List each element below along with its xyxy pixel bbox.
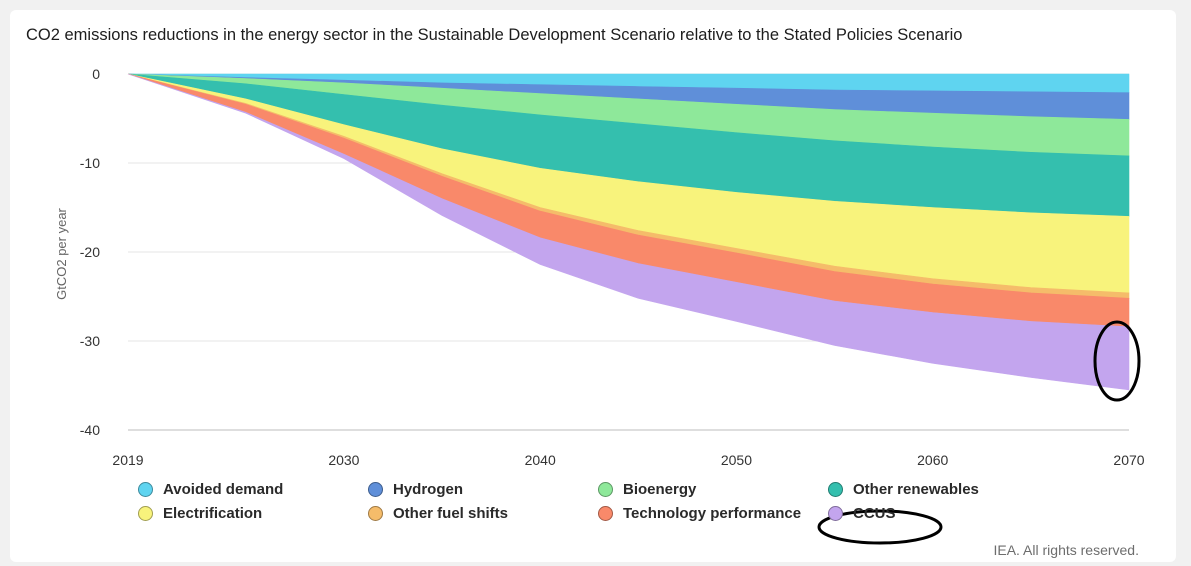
legend-swatch: [828, 505, 843, 521]
legend-label: Other renewables: [853, 480, 979, 498]
legend-item-ccus[interactable]: CCUS: [828, 502, 896, 524]
legend-item-bioenergy[interactable]: Bioenergy: [598, 478, 696, 500]
y-tick-label: -40: [80, 422, 100, 438]
highlight-circle-ccus-legend: [817, 509, 943, 545]
credits: IEA. All rights reserved.: [993, 542, 1139, 558]
legend-swatch: [598, 505, 613, 521]
y-tick-label: -30: [80, 333, 100, 349]
legend-swatch: [828, 481, 843, 497]
x-tick-label: 2050: [721, 452, 752, 468]
x-axis-ticks: 2019 2030 2040 2050 2060 2070: [112, 452, 1144, 468]
legend-label: Electrification: [163, 504, 263, 522]
legend-label: Hydrogen: [393, 480, 464, 498]
legend-swatch: [138, 481, 153, 497]
y-axis-label: GtCO2 per year: [54, 207, 69, 299]
legend-swatch: [368, 505, 383, 521]
legend-swatch: [138, 505, 153, 521]
x-tick-label: 2030: [328, 452, 359, 468]
legend-item-technology-performance[interactable]: Technology performance: [598, 502, 801, 524]
y-axis-ticks: 0 -10 -20 -30 -40: [80, 66, 100, 438]
legend-item-other-fuel-shifts[interactable]: Other fuel shifts: [368, 502, 508, 524]
legend-label: Other fuel shifts: [393, 504, 509, 522]
legend-label: Technology performance: [623, 504, 802, 522]
legend-label: Avoided demand: [163, 480, 284, 498]
chart-title: CO2 emissions reductions in the energy s…: [26, 26, 963, 44]
legend-item-avoided-demand[interactable]: Avoided demand: [138, 478, 283, 500]
legend-swatch: [368, 481, 383, 497]
legend-swatch: [598, 481, 613, 497]
y-tick-label: 0: [92, 66, 100, 82]
x-tick-label: 2070: [1113, 452, 1144, 468]
y-tick-label: -10: [80, 155, 100, 171]
legend: Avoided demand Hydrogen Bioenergy Other ren…: [138, 480, 1018, 536]
legend-label: CCUS: [853, 504, 896, 522]
x-tick-label: 2060: [917, 452, 948, 468]
area-series: [127, 73, 1130, 391]
x-tick-label: 2040: [525, 452, 556, 468]
legend-item-electrification[interactable]: Electrification: [138, 502, 262, 524]
area-ccus[interactable]: [127, 73, 1130, 391]
legend-item-other-renewables[interactable]: Other renewables: [828, 478, 979, 500]
x-tick-label: 2019: [112, 452, 143, 468]
legend-item-hydrogen[interactable]: Hydrogen: [368, 478, 463, 500]
legend-label: Bioenergy: [623, 480, 697, 498]
y-tick-label: -20: [80, 244, 100, 260]
highlight-circle-ccus-2070: [1093, 320, 1141, 402]
